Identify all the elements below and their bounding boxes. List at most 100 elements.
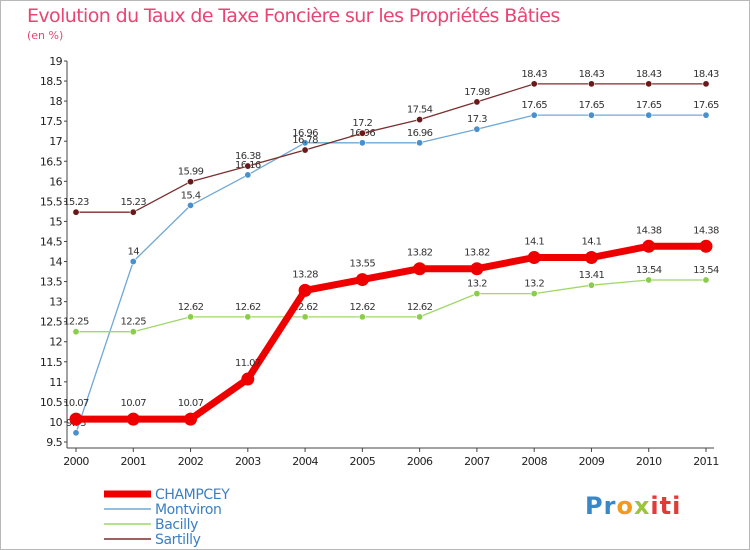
data-label-sartilly-2004: 16.78 xyxy=(292,135,318,146)
point-sartilly-2000 xyxy=(72,208,80,216)
point-champcey-2002 xyxy=(184,412,198,426)
point-champcey-2006 xyxy=(413,262,427,276)
data-label-champcey-2000: 10.07 xyxy=(63,398,89,409)
y-tick-label-14: 16.5 xyxy=(40,155,63,168)
y-tick-label-11: 15 xyxy=(49,215,62,228)
point-bacilly-2008 xyxy=(530,290,538,298)
data-label-bacilly-2007: 13.2 xyxy=(467,279,487,290)
brand-logo-part-1: Pr xyxy=(585,492,617,520)
point-sartilly-2007 xyxy=(473,98,481,106)
x-tick-label-8: 2008 xyxy=(521,455,547,468)
y-tick-label-8: 13.5 xyxy=(40,276,63,289)
brand-logo-part-3: x xyxy=(633,492,651,520)
y-tick-label-10: 14.5 xyxy=(40,235,63,248)
data-label-montviron-2007: 17.3 xyxy=(467,114,487,125)
y-tick-label-18: 18.5 xyxy=(40,75,63,88)
y-tick-label-17: 18 xyxy=(49,95,62,108)
x-tick-label-1: 2001 xyxy=(120,455,146,468)
point-bacilly-2006 xyxy=(416,313,424,321)
data-label-bacilly-2008: 13.2 xyxy=(524,279,544,290)
y-tick-label-3: 11 xyxy=(49,376,62,389)
data-label-bacilly-2000: 12.25 xyxy=(63,317,89,328)
y-tick-label-5: 12 xyxy=(49,336,62,349)
x-tick-label-2: 2002 xyxy=(178,455,204,468)
y-tick-label-0: 9.5 xyxy=(46,436,62,449)
chart-title: Evolution du Taux de Taxe Foncière sur l… xyxy=(27,5,560,27)
x-tick-label-0: 2000 xyxy=(63,455,89,468)
data-label-champcey-2003: 11.07 xyxy=(235,358,261,369)
point-montviron-2002 xyxy=(187,201,195,209)
data-label-sartilly-2007: 17.98 xyxy=(464,87,490,98)
data-label-bacilly-2011: 13.54 xyxy=(693,265,719,276)
series-line-montviron xyxy=(75,114,707,434)
data-label-montviron-2002: 15.4 xyxy=(181,190,201,201)
data-label-montviron-2004: 16.96 xyxy=(292,128,318,139)
point-sartilly-2009 xyxy=(587,80,595,88)
data-label-bacilly-2001: 12.25 xyxy=(120,317,146,328)
point-sartilly-2001 xyxy=(129,208,137,216)
y-tick-label-1: 10 xyxy=(49,416,62,429)
point-sartilly-2005 xyxy=(358,129,366,137)
data-label-champcey-2010: 14.38 xyxy=(636,225,662,236)
data-label-bacilly-2004: 12.62 xyxy=(292,302,318,313)
data-label-sartilly-2006: 17.54 xyxy=(407,105,433,116)
y-tick-label-15: 17 xyxy=(49,135,62,148)
point-montviron-2008 xyxy=(530,111,538,119)
y-tick-label-12: 15.5 xyxy=(40,195,63,208)
point-montviron-2005 xyxy=(358,139,366,147)
point-sartilly-2003 xyxy=(244,162,252,170)
x-tick-label-3: 2003 xyxy=(235,455,261,468)
data-label-bacilly-2010: 13.54 xyxy=(636,265,662,276)
point-montviron-2001 xyxy=(129,258,137,266)
point-bacilly-2009 xyxy=(587,281,595,289)
legend-label-montviron: Montviron xyxy=(155,502,221,518)
data-label-montviron-2006: 16.96 xyxy=(407,128,433,139)
data-label-sartilly-2005: 17.2 xyxy=(352,118,372,129)
point-montviron-2009 xyxy=(587,111,595,119)
data-label-sartilly-2003: 16.38 xyxy=(235,151,261,162)
point-champcey-2007 xyxy=(470,262,484,276)
data-label-champcey-2001: 10.07 xyxy=(120,398,146,409)
point-montviron-2004 xyxy=(301,139,309,147)
point-bacilly-2004 xyxy=(301,313,309,321)
data-label-bacilly-2003: 12.62 xyxy=(235,302,261,313)
data-label-champcey-2011: 14.38 xyxy=(693,225,719,236)
series-line-bacilly xyxy=(75,279,707,333)
x-tick-label-5: 2005 xyxy=(350,455,376,468)
data-label-bacilly-2002: 12.62 xyxy=(178,302,204,313)
point-bacilly-2007 xyxy=(473,290,481,298)
data-label-montviron-2008: 17.65 xyxy=(521,100,547,111)
point-champcey-2010 xyxy=(642,239,656,253)
point-sartilly-2008 xyxy=(530,80,538,88)
data-label-bacilly-2006: 12.62 xyxy=(407,302,433,313)
data-label-champcey-2005: 13.55 xyxy=(350,259,376,270)
data-label-sartilly-2009: 18.43 xyxy=(579,69,605,80)
point-sartilly-2006 xyxy=(416,116,424,124)
data-label-sartilly-2002: 15.99 xyxy=(178,167,204,178)
point-champcey-2001 xyxy=(126,412,140,426)
data-label-sartilly-2001: 15.23 xyxy=(120,197,146,208)
x-tick-label-9: 2009 xyxy=(579,455,605,468)
point-bacilly-2000 xyxy=(72,328,80,336)
x-tick-label-7: 2007 xyxy=(464,455,490,468)
point-champcey-2009 xyxy=(584,251,598,265)
brand-logo-part-4: iti xyxy=(650,492,682,520)
point-champcey-2003 xyxy=(241,372,255,386)
y-tick-label-6: 12.5 xyxy=(40,316,63,329)
data-label-sartilly-2000: 15.23 xyxy=(63,197,89,208)
point-champcey-2005 xyxy=(355,273,369,287)
series-line-sartilly xyxy=(75,83,707,213)
point-bacilly-2011 xyxy=(702,276,710,284)
point-bacilly-2001 xyxy=(129,328,137,336)
point-montviron-2007 xyxy=(473,125,481,133)
data-label-champcey-2002: 10.07 xyxy=(178,398,204,409)
point-bacilly-2003 xyxy=(244,313,252,321)
y-tick-label-13: 16 xyxy=(49,175,62,188)
legend-label-bacilly: Bacilly xyxy=(155,517,198,533)
point-montviron-2003 xyxy=(244,171,252,179)
data-label-montviron-2009: 17.65 xyxy=(579,100,605,111)
chart-subtitle: (en %) xyxy=(27,29,64,42)
y-tick-label-19: 19 xyxy=(49,55,62,68)
point-bacilly-2010 xyxy=(645,276,653,284)
